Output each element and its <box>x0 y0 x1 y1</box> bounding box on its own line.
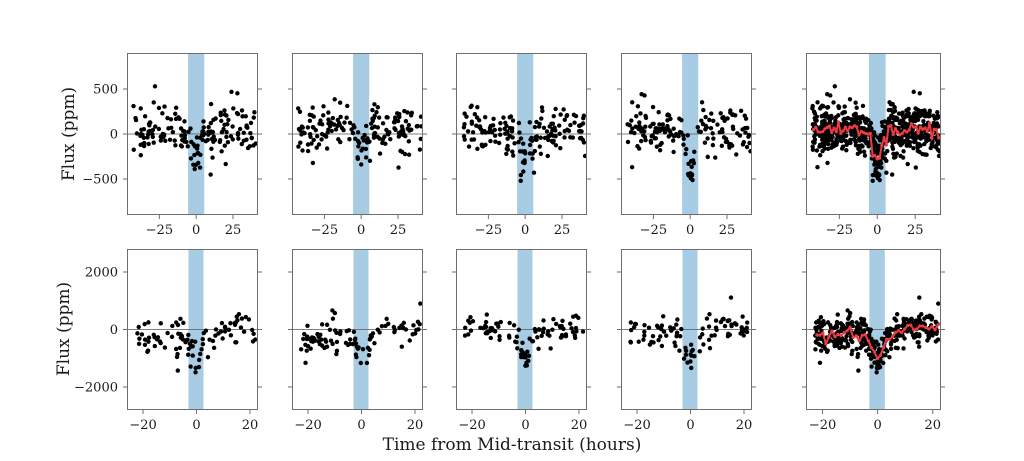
svg-text:−25: −25 <box>475 223 502 238</box>
svg-text:25: 25 <box>719 223 736 238</box>
svg-text:−20: −20 <box>129 418 156 433</box>
svg-text:−25: −25 <box>311 223 338 238</box>
subplot-row1-col1: 500 0 −500 −25 0 25 <box>82 53 262 238</box>
svg-text:−20: −20 <box>809 418 836 433</box>
svg-text:20: 20 <box>736 418 753 433</box>
svg-text:−20: −20 <box>623 418 650 433</box>
svg-text:25: 25 <box>390 223 407 238</box>
subplot-row2-col3: −20 0 20 <box>452 249 591 433</box>
svg-text:0: 0 <box>686 418 694 433</box>
svg-text:0: 0 <box>521 223 529 238</box>
svg-text:0: 0 <box>110 128 118 143</box>
subplot-row1-col5-combined: −25 0 25 <box>802 53 945 238</box>
y-axis-label-row2: Flux (ppm) <box>54 281 74 377</box>
svg-text:0: 0 <box>357 418 365 433</box>
subplot-row2-col2: −20 0 20 <box>288 249 427 433</box>
subplot-row1-col2: −25 0 25 <box>288 53 427 238</box>
svg-text:0: 0 <box>873 418 881 433</box>
svg-text:20: 20 <box>924 418 941 433</box>
svg-text:−20: −20 <box>294 418 321 433</box>
svg-text:2000: 2000 <box>85 266 118 281</box>
subplot-row2-col4: −20 0 20 <box>617 249 756 433</box>
svg-text:25: 25 <box>225 223 242 238</box>
svg-text:−25: −25 <box>640 223 667 238</box>
svg-text:25: 25 <box>554 223 571 238</box>
svg-text:0: 0 <box>521 418 529 433</box>
svg-text:20: 20 <box>407 418 424 433</box>
svg-text:−20: −20 <box>458 418 485 433</box>
svg-text:0: 0 <box>110 323 118 338</box>
svg-text:20: 20 <box>571 418 588 433</box>
y-axis-label-row1: Flux (ppm) <box>59 86 79 182</box>
svg-text:20: 20 <box>242 418 259 433</box>
x-axis-label: Time from Mid-transit (hours) <box>382 435 642 455</box>
svg-text:25: 25 <box>907 223 924 238</box>
subplot-row1-col4: −25 0 25 <box>617 53 756 238</box>
svg-text:0: 0 <box>192 223 200 238</box>
svg-text:0: 0 <box>357 223 365 238</box>
subplot-row2-col5-combined: −20 0 20 <box>802 249 945 433</box>
svg-text:−2000: −2000 <box>74 381 118 396</box>
svg-text:−500: −500 <box>82 173 118 188</box>
subplot-row1-col3: −25 0 25 <box>452 53 591 238</box>
svg-text:0: 0 <box>873 223 881 238</box>
subplot-row2-col1: 2000 0 −2000 −20 0 20 <box>74 249 262 433</box>
svg-text:0: 0 <box>686 223 694 238</box>
svg-text:500: 500 <box>93 83 118 98</box>
svg-text:−25: −25 <box>146 223 173 238</box>
svg-text:−25: −25 <box>826 223 853 238</box>
svg-text:0: 0 <box>192 418 200 433</box>
